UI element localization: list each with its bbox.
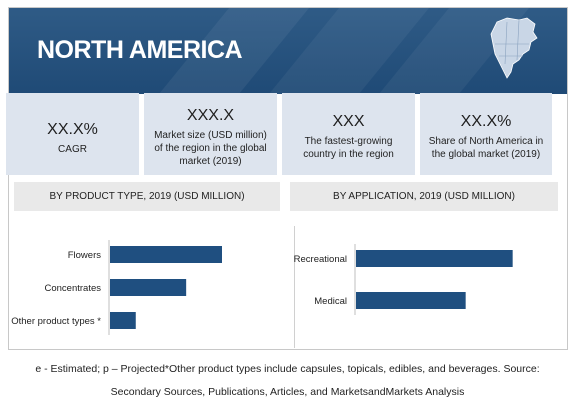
kpi-label: Share of North America in the global mar… <box>428 136 544 160</box>
kpi-value: XXX.X <box>186 107 235 124</box>
category-label: Flowers <box>68 250 102 261</box>
infographic-frame: NORTH AMERICA <box>8 7 568 350</box>
kpi-value: XX.X% <box>460 113 512 130</box>
application-chart: Recreational Medical <box>294 244 513 315</box>
section-divider <box>294 226 295 348</box>
product-type-chart: Flowers Concentrates Other product types * <box>11 240 222 335</box>
page-title: NORTH AMERICA <box>37 36 243 64</box>
category-label: Other product types * <box>11 316 101 327</box>
footnote-line-1: e - Estimated; p – Projected*Other produ… <box>35 363 540 375</box>
header-banner: NORTH AMERICA <box>9 8 567 94</box>
kpi-value: XXX <box>332 113 365 130</box>
banner-pattern <box>159 8 529 94</box>
north-america-map-icon <box>490 17 538 79</box>
kpi-market-size: XXX.X Market size (USD million) of the r… <box>144 93 277 175</box>
kpi-label: Market size (USD million) of the region … <box>154 130 267 167</box>
bar-recreational <box>356 250 513 267</box>
category-label: Recreational <box>294 254 347 265</box>
kpi-cagr: XX.X% CAGR <box>6 93 139 175</box>
bar-concentrates <box>110 279 187 296</box>
kpi-value: XX.X% <box>47 121 98 138</box>
kpi-share: XX.X% Share of North America in the glob… <box>420 93 552 175</box>
kpi-fastest-growing: XXX The fastest-growing country in the r… <box>282 93 415 175</box>
category-label: Concentrates <box>44 283 101 294</box>
bar-flowers <box>110 246 222 263</box>
section-header-application: BY APPLICATION, 2019 (USD MILLION) <box>290 182 558 211</box>
category-label: Medical <box>314 296 347 307</box>
bar-other-product-types <box>110 312 136 329</box>
kpi-label: CAGR <box>58 144 87 155</box>
section-header-product-type: BY PRODUCT TYPE, 2019 (USD MILLION) <box>14 182 280 211</box>
footnote-line-2: Secondary Sources, Publications, Article… <box>110 386 465 398</box>
kpi-label: The fastest-growing country in the regio… <box>303 136 394 160</box>
kpi-row: XX.X% CAGR XXX.X Market size (USD millio… <box>6 93 552 175</box>
bar-medical <box>356 292 466 309</box>
